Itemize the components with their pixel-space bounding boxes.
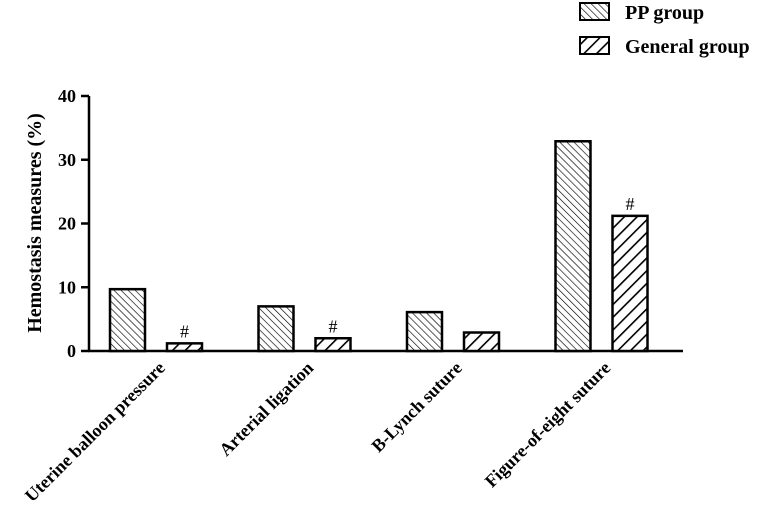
x-category-label: Uterine balloon pressure bbox=[21, 358, 169, 506]
x-category-label: B-Lynch suture bbox=[367, 358, 465, 456]
y-axis: 0 10 20 30 40 bbox=[58, 86, 91, 361]
significance-marker: # bbox=[180, 321, 189, 341]
legend: PP group General group bbox=[579, 2, 750, 58]
category-labels: Uterine balloon pressure Arterial ligatio… bbox=[21, 358, 615, 506]
bar-general-group-figure-of-eight-suture bbox=[611, 214, 649, 353]
legend-entry-general-group: General group bbox=[579, 36, 750, 58]
bar-pp-group-uterine-balloon-pressure bbox=[108, 287, 147, 353]
x-category-label: Arterial ligation bbox=[215, 358, 317, 460]
bars bbox=[108, 140, 649, 353]
significance-marker: # bbox=[329, 316, 338, 336]
bar-general-group-uterine-balloon-pressure bbox=[165, 342, 204, 353]
bar-pp-group-arterial-ligation bbox=[257, 305, 295, 353]
y-axis-title: Hemostasis measures (%) bbox=[24, 113, 46, 333]
legend-label-pp-group: PP group bbox=[625, 2, 704, 24]
bar-general-group-arterial-ligation bbox=[314, 337, 352, 353]
bar-general-group-b-lynch-suture bbox=[462, 331, 501, 353]
legend-label-general-group: General group bbox=[625, 36, 750, 58]
y-tick-label: 0 bbox=[67, 341, 76, 361]
legend-swatch-pp-group bbox=[579, 2, 610, 21]
significance-marker: # bbox=[626, 194, 635, 214]
y-tick-label: 30 bbox=[58, 150, 76, 170]
y-tick-label: 20 bbox=[58, 214, 76, 234]
x-category-label: Figure-of-eight suture bbox=[481, 358, 615, 492]
bar-pp-group-b-lynch-suture bbox=[405, 310, 444, 353]
y-tick-label: 40 bbox=[58, 86, 76, 106]
annotations: # # # bbox=[180, 194, 635, 342]
legend-entry-pp-group: PP group bbox=[579, 2, 704, 24]
bar-pp-group-figure-of-eight-suture bbox=[554, 140, 592, 353]
y-tick-label: 10 bbox=[58, 277, 76, 297]
legend-swatch-general-group bbox=[579, 36, 610, 55]
